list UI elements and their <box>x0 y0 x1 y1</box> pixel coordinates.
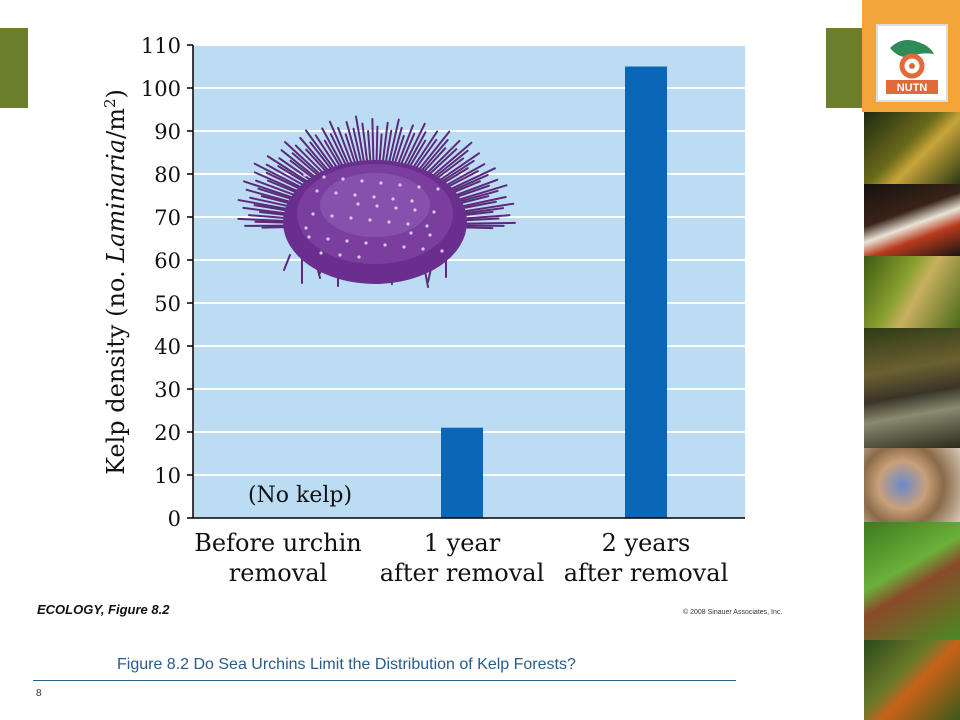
tree-frog-photo <box>864 256 960 328</box>
bars <box>441 66 667 518</box>
y-tick-labels: 0 10 20 30 40 50 60 70 80 90 100 110 <box>141 34 193 531</box>
y-tick-label: 10 <box>154 464 181 488</box>
y-axis-label: Kelp density (no. Laminaria/m2) <box>101 89 130 475</box>
copyright-notice: © 2008 Sinauer Associates, Inc. <box>683 609 783 616</box>
page-number: 8 <box>36 688 42 699</box>
caption-divider <box>33 680 736 681</box>
red-frog-photo <box>864 184 960 256</box>
photo-strip: NUTN <box>862 0 960 720</box>
beetle-photo <box>864 640 960 720</box>
y-tick-label: 100 <box>141 77 181 101</box>
x-tick-label: after removal <box>380 559 545 587</box>
y-tick-label: 60 <box>154 249 181 273</box>
octopus-photo <box>864 448 960 522</box>
svg-text:NUTN: NUTN <box>897 82 928 94</box>
y-tick-label: 50 <box>154 292 181 316</box>
y-tick-label: 70 <box>154 206 181 230</box>
logo-panel: NUTN <box>862 0 960 112</box>
bar <box>441 427 483 518</box>
no-kelp-annotation: (No kelp) <box>248 483 352 508</box>
y-tick-label: 30 <box>154 378 181 402</box>
bar <box>625 66 667 518</box>
y-tick-label: 40 <box>154 335 181 359</box>
frog-photo <box>864 112 960 184</box>
x-tick-label: 2 years <box>602 529 691 557</box>
kelp-density-chart: 0 10 20 30 40 50 60 70 80 90 100 110 Before urchinr… <box>101 34 745 587</box>
salamander-photo <box>864 522 960 640</box>
x-tick-label: 1 year <box>424 529 501 557</box>
accent-bar-left <box>0 28 28 108</box>
x-tick-label: Before urchin <box>194 529 361 557</box>
sea-urchin-illustration <box>237 115 516 288</box>
x-tick-label: after removal <box>564 559 729 587</box>
nutn-logo: NUTN <box>876 24 948 102</box>
y-tick-label: 0 <box>168 507 181 531</box>
y-tick-label: 110 <box>141 34 181 58</box>
figure-caption: Figure 8.2 Do Sea Urchins Limit the Dist… <box>117 656 576 673</box>
y-tick-label: 80 <box>154 163 181 187</box>
y-tick-label: 90 <box>154 120 181 144</box>
marmoset-photo <box>864 328 960 448</box>
figure-credit: ECOLOGY, Figure 8.2 <box>37 602 170 617</box>
y-tick-label: 20 <box>154 421 181 445</box>
x-tick-label: removal <box>229 559 327 587</box>
accent-bar-right <box>826 28 862 108</box>
